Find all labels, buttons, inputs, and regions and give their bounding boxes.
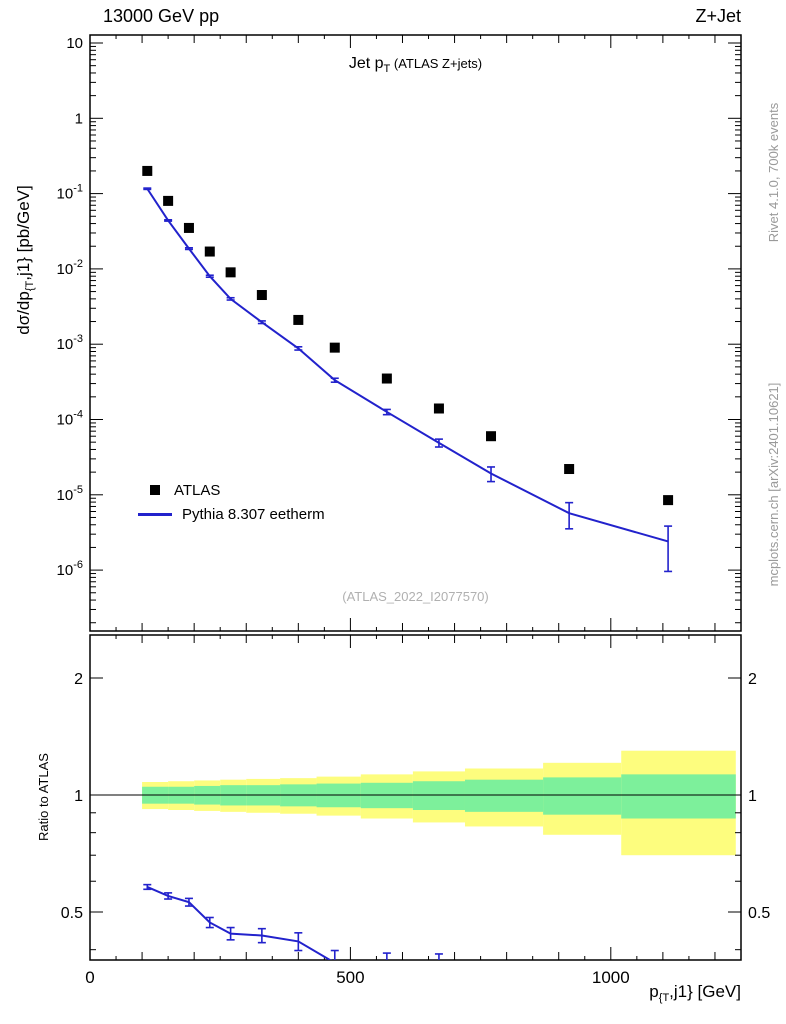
svg-text:1: 1 — [748, 788, 757, 805]
uncertainty-bands — [90, 750, 741, 856]
watermark: (ATLAS_2022_I2077570) — [342, 589, 489, 604]
axes-ticks — [89, 35, 742, 960]
note-mcplots-arxiv: mcplots.cern.ch [arXiv:2401.10621] — [766, 382, 781, 587]
square-marker-icon — [150, 485, 160, 495]
y-axis-label-sub: {T — [24, 280, 36, 292]
x-axis-label-post: ,j1} [GeV] — [669, 982, 741, 1001]
ratio-panel-frame — [89, 634, 742, 961]
plot-title-sub: T — [383, 63, 391, 75]
plot-title-paren: (ATLAS Z+jets) — [390, 56, 483, 71]
y-axis-label-main: dσ/dp{T,j1} [pb/GeV] — [14, 80, 36, 440]
svg-text:10-3: 10-3 — [57, 333, 83, 353]
svg-text:500: 500 — [336, 968, 364, 987]
svg-text:0.5: 0.5 — [748, 905, 770, 922]
svg-text:1: 1 — [75, 110, 83, 127]
pythia-series — [143, 187, 673, 573]
svg-text:0.5: 0.5 — [61, 905, 83, 922]
plot-title: Jet pT (ATLAS Z+jets) — [90, 55, 741, 75]
svg-text:2: 2 — [748, 671, 757, 688]
ratio-band-green — [543, 777, 622, 815]
header-process: Z+Jet — [695, 6, 741, 26]
svg-text:10-2: 10-2 — [57, 258, 83, 278]
x-axis-label: p{T,j1} [GeV] — [441, 982, 741, 1004]
svg-text:10-5: 10-5 — [57, 484, 83, 504]
line-marker-icon — [138, 512, 172, 516]
ratio-band-green — [621, 774, 736, 819]
x-axis-label-pre: p — [649, 982, 659, 1001]
y-axis-label-post: ,j1} [pb/GeV] — [14, 185, 33, 281]
svg-text:10-4: 10-4 — [57, 409, 83, 429]
legend-label-atlas: ATLAS — [174, 481, 221, 499]
x-axis-label-sub: {T — [658, 992, 670, 1004]
note-rivet-version: Rivet 4.1.0, 700k events — [766, 102, 781, 243]
svg-text:1: 1 — [74, 788, 83, 805]
legend-label-mc: Pythia 8.307 eetherm — [182, 505, 325, 523]
ratio-band-green — [412, 781, 465, 810]
axis-tick-labels: 0 500 1000 10 1 10-1 10-2 10-3 10-4 10-5 10-6 2 2 1 1 0… — [57, 35, 771, 987]
svg-text:10: 10 — [66, 35, 83, 52]
plot-title-text: Jet p — [348, 55, 384, 72]
svg-text:10-6: 10-6 — [57, 559, 83, 579]
svg-text:10-1: 10-1 — [57, 183, 83, 203]
svg-text:2: 2 — [74, 671, 83, 688]
header-beam-energy: 13000 GeV pp — [103, 6, 220, 26]
ratio-band-green — [464, 779, 544, 812]
y-axis-label-ratio: Ratio to ATLAS — [36, 753, 51, 841]
atlas-series — [142, 165, 674, 506]
legend-item-atlas: ATLAS — [140, 478, 325, 502]
y-axis-label-pre: dσ/dp — [14, 291, 33, 335]
svg-text:0: 0 — [85, 968, 94, 987]
svg-text:1000: 1000 — [592, 968, 630, 987]
main-panel-frame — [89, 34, 742, 632]
ratio-series — [143, 883, 443, 960]
legend: ATLAS Pythia 8.307 eetherm — [138, 478, 325, 526]
legend-item-mc: Pythia 8.307 eetherm — [138, 502, 325, 526]
